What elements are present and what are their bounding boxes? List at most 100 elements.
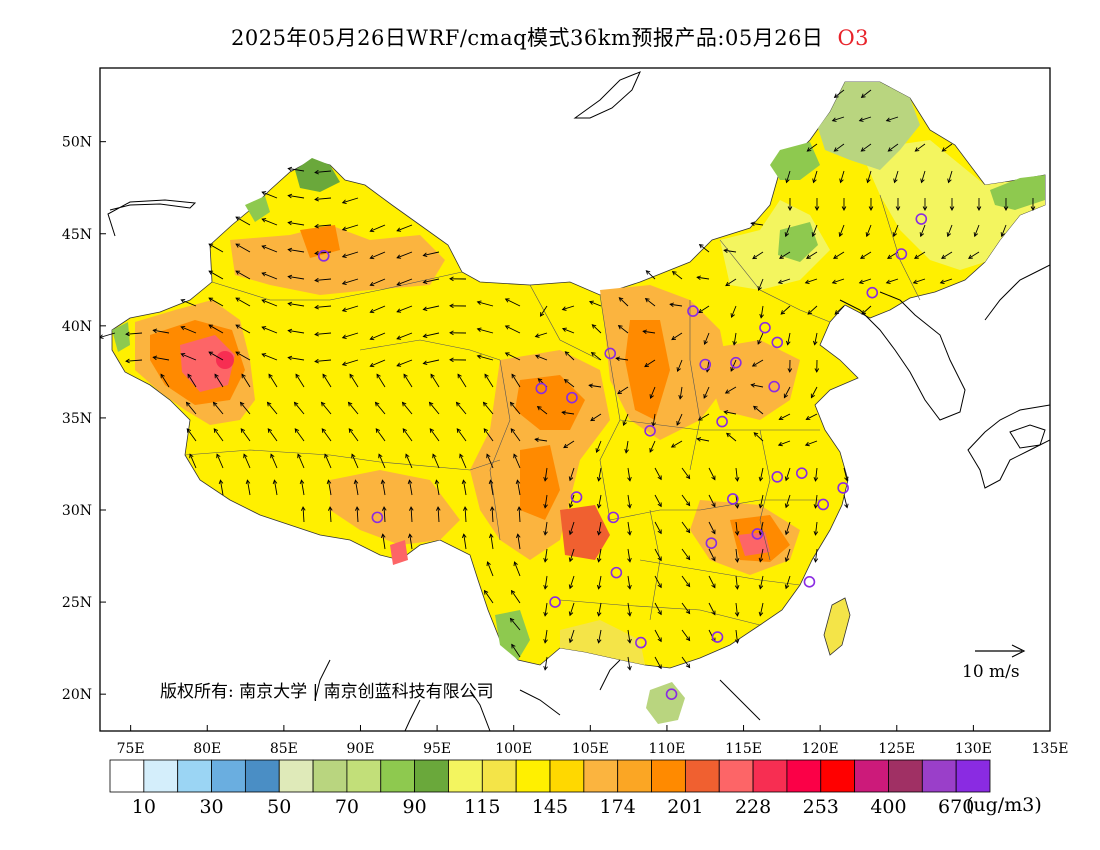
wind-arrow [654,548,662,562]
province-boundaries [184,194,921,626]
wind-arrow [654,467,662,481]
hainan-island [646,682,685,724]
wind-arrow [320,401,332,415]
wind-arrow [322,373,332,388]
station-marker [795,467,808,479]
wind-arrow [396,332,413,340]
wind-arrow [654,629,662,643]
wind-arrow [536,405,548,415]
wind-arrow [627,602,632,617]
wind-arrow [568,629,575,644]
wind-arrow [374,401,386,415]
legend-swatch [211,759,246,793]
wind-arrow [235,270,251,280]
wind-arrow [671,270,683,280]
wind-arrow [261,245,278,253]
wind-arrow [698,243,710,253]
legend-swatch [684,759,720,793]
legend-swatch [786,759,822,793]
wind-arrow [723,410,737,415]
wind-arrow [671,332,683,341]
northeast-pale-zone [720,200,830,290]
wind-arrow [297,453,305,469]
wind-arrow [649,440,656,453]
shandong-orange [700,340,800,420]
wind-arrow [777,278,791,284]
wind-arrow [534,354,548,361]
wind-arrow [486,561,494,577]
wind-arrow [627,494,632,509]
lat-tick-label: 50N [62,135,92,151]
legend-swatch [583,759,619,793]
wind-arrow [208,351,224,361]
lon-tick-label: 120E [802,741,839,757]
wind-arrow [214,373,224,388]
wind-arrow [314,277,332,283]
station-marker [730,356,742,369]
wind-arrow [1003,197,1009,211]
jilin-green-patch [778,222,818,262]
map-plot-area: 20N 25N 30N 35N 40N 45N 50N 75E 80E 85E 90E 95E 100… [62,67,1068,757]
tibet-peak [390,540,408,565]
wind-arrow [287,193,305,199]
wind-arrow [515,533,521,550]
wind-arrow [287,274,305,280]
wind-arrow [509,617,521,631]
station-marker [768,380,780,393]
legend-swatch [549,759,585,793]
wind-arrow [208,324,224,334]
east-green-patch [990,175,1045,210]
wind-arrow [841,197,847,211]
wind-arrow [858,116,872,122]
wind-arrow [813,521,819,536]
wind-arrow [681,548,691,561]
wind-arrow [730,305,737,318]
pollutant-label: O3 [837,26,870,50]
wind-arrow [422,332,440,339]
wind-arrow [539,305,548,317]
wind-arrow [681,602,691,615]
wind-arrow [831,278,845,284]
wind-arrow [235,297,251,307]
wind-arrow [588,383,602,389]
wind-arrow [678,386,683,400]
wind-arrow [914,143,926,152]
wind-arrow [534,437,548,443]
wind-arrow [758,602,764,617]
lon-tick-label: 110E [648,741,685,757]
wind-arrow [642,329,656,335]
legend-label: 201 [667,796,703,818]
lon-tick-label: 105E [572,741,609,757]
wind-arrow [596,521,602,536]
taiwan-island [823,597,851,656]
wind-arrow [483,589,494,604]
wind-arrow [778,413,791,421]
wind-arrow [314,331,332,337]
wind-arrow [504,325,521,334]
wind-arrow [779,251,791,259]
wind-arrow [354,506,360,523]
wind-arrow [669,302,683,308]
wind-arrow [786,332,791,346]
station-marker [727,493,739,505]
wind-arrow [261,272,278,280]
wind-arrow [758,575,764,590]
tianshan-hotspot [300,225,340,258]
wind-arrow [515,479,521,496]
wind-arrow [708,467,716,481]
wind-arrow [724,386,737,394]
wind-arrow [208,270,224,280]
wind-arrow [510,428,521,442]
wind-arrow [240,428,251,442]
wind-arrow [811,224,818,238]
wind-arrow [596,467,602,482]
wind-arrow [476,327,494,334]
wind-arrow [814,359,820,373]
wind-arrow [369,278,386,287]
wind-arrow [212,401,224,415]
legend-label: 670 [938,796,974,818]
wind-arrow [543,629,548,644]
wind-arrow [349,373,359,388]
wind-arrow [681,656,691,669]
